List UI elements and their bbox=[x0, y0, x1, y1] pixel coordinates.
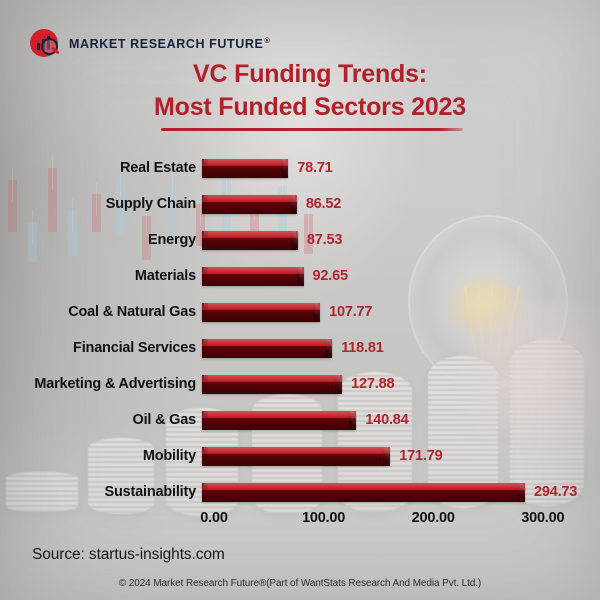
source-note: Source: startus-insights.com bbox=[32, 546, 225, 563]
bar-category-label: Energy bbox=[148, 232, 196, 248]
bar-container bbox=[202, 339, 333, 358]
bar-chart-row: Energy 87.53 bbox=[0, 222, 600, 258]
bar-chart: Real Estate 78.71 Supply Chain 86.52 Energy 8… bbox=[0, 150, 600, 535]
bar-chart-row: Real Estate 78.71 bbox=[0, 150, 600, 186]
bar[interactable] bbox=[202, 231, 298, 250]
bar-highlight bbox=[204, 231, 296, 237]
x-axis-tick-label: 200.00 bbox=[411, 510, 455, 526]
bar-highlight bbox=[204, 339, 331, 345]
bar-highlight bbox=[204, 411, 355, 417]
bar-chart-row: Supply Chain 86.52 bbox=[0, 186, 600, 222]
bar[interactable] bbox=[202, 195, 297, 214]
title-divider bbox=[161, 128, 463, 131]
x-axis-tick-label: 0.00 bbox=[200, 510, 228, 526]
bar-category-label: Oil & Gas bbox=[132, 412, 197, 428]
bar-value-label: 87.53 bbox=[306, 232, 343, 248]
bar-container bbox=[202, 231, 298, 250]
bar-highlight bbox=[204, 267, 302, 273]
bar-category-label: Sustainability bbox=[104, 484, 197, 500]
bar-highlight bbox=[204, 447, 389, 453]
bar-chart-rows: Real Estate 78.71 Supply Chain 86.52 Energy 8… bbox=[0, 150, 600, 510]
magnifier-bar-chart-icon bbox=[30, 28, 62, 60]
bar-container bbox=[202, 411, 357, 430]
bar-chart-row: Marketing & Advertising 127.88 bbox=[0, 366, 600, 402]
x-axis: 0.00 100.00 200.00 300.00 bbox=[0, 510, 600, 534]
x-axis-tick-label: 100.00 bbox=[302, 510, 346, 526]
bar-container bbox=[202, 375, 343, 394]
bar-highlight bbox=[204, 483, 524, 489]
bar-category-label: Materials bbox=[134, 268, 196, 284]
bar-value-label: 294.73 bbox=[534, 484, 578, 500]
bar-value-label: 140.84 bbox=[365, 412, 409, 428]
bar-chart-row: Materials 92.65 bbox=[0, 258, 600, 294]
bar-value-label: 171.79 bbox=[399, 448, 443, 464]
bar-highlight bbox=[204, 195, 295, 201]
bar-value-label: 127.88 bbox=[351, 376, 395, 392]
page-title: VC Funding Trends: Most Funded Sectors 2… bbox=[140, 58, 480, 124]
bar-chart-row: Coal & Natural Gas 107.77 bbox=[0, 294, 600, 330]
bar[interactable] bbox=[202, 303, 321, 322]
bar-container bbox=[202, 303, 321, 322]
bar-chart-row: Oil & Gas 140.84 bbox=[0, 402, 600, 438]
copyright-note: © 2024 Market Research Future®(Part of W… bbox=[118, 578, 482, 589]
bar-chart-row: Sustainability 294.73 bbox=[0, 474, 600, 510]
bar[interactable] bbox=[202, 411, 357, 430]
brand-logo[interactable]: MARKET RESEARCH FUTURE® bbox=[30, 28, 270, 60]
bar-category-label: Mobility bbox=[142, 448, 196, 464]
bar-category-label: Real Estate bbox=[120, 160, 196, 176]
bar-container bbox=[202, 267, 304, 286]
bar-container bbox=[202, 159, 289, 178]
bar[interactable] bbox=[202, 339, 333, 358]
bar-value-label: 118.81 bbox=[341, 340, 384, 356]
bar-value-label: 86.52 bbox=[305, 196, 342, 212]
brand-logo-text: MARKET RESEARCH FUTURE® bbox=[69, 37, 270, 51]
bar[interactable] bbox=[202, 447, 391, 466]
bar-chart-row: Financial Services 118.81 bbox=[0, 330, 600, 366]
bar-container bbox=[202, 447, 391, 466]
bar-highlight bbox=[204, 375, 341, 381]
bar-category-label: Financial Services bbox=[73, 340, 196, 356]
bar-chart-row: Mobility 171.79 bbox=[0, 438, 600, 474]
bar-highlight bbox=[204, 159, 287, 165]
bar[interactable] bbox=[202, 159, 289, 178]
bar-value-label: 92.65 bbox=[312, 268, 348, 284]
bar-value-label: 78.71 bbox=[297, 160, 333, 176]
page-title-line-2: Most Funded Sectors 2023 bbox=[154, 93, 466, 121]
bar[interactable] bbox=[202, 483, 526, 502]
bar[interactable] bbox=[202, 267, 304, 286]
x-axis-tick-label: 300.00 bbox=[521, 510, 565, 526]
bar[interactable] bbox=[202, 375, 343, 394]
bar-highlight bbox=[204, 303, 319, 309]
bar-category-label: Supply Chain bbox=[105, 196, 196, 212]
bar-category-label: Coal & Natural Gas bbox=[68, 304, 196, 320]
brand-logo-label: MARKET RESEARCH FUTURE bbox=[69, 37, 264, 51]
registered-mark-icon: ® bbox=[264, 37, 271, 45]
page-title-line-1: VC Funding Trends: bbox=[193, 60, 427, 88]
bar-container bbox=[202, 195, 297, 214]
bar-container bbox=[202, 483, 526, 502]
bar-value-label: 107.77 bbox=[329, 304, 373, 320]
bar-category-label: Marketing & Advertising bbox=[34, 376, 196, 392]
